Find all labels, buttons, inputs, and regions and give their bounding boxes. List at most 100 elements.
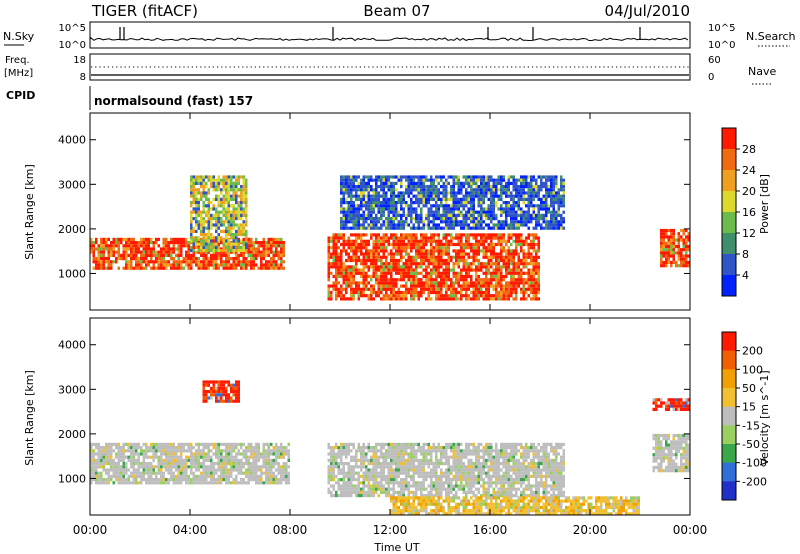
heatmap-cell [477, 217, 480, 221]
y-tick-label: 3000 [58, 178, 86, 191]
heatmap-cell [475, 188, 478, 192]
heatmap-cell [457, 239, 460, 243]
heatmap-cell [522, 278, 525, 282]
heatmap-cell [375, 233, 378, 237]
heatmap-cell [340, 249, 343, 253]
heatmap-cell [402, 191, 405, 195]
heatmap-cell [400, 246, 403, 250]
heatmap-cell [342, 271, 345, 275]
heatmap-cell [362, 220, 365, 224]
heatmap-cell [410, 207, 413, 211]
heatmap-cell [237, 399, 240, 403]
heatmap-cell [487, 178, 490, 182]
heatmap-cell [197, 197, 200, 201]
heatmap-cell [185, 263, 188, 267]
heatmap-cell [200, 217, 203, 221]
heatmap-cell [337, 290, 340, 295]
heatmap-cell [380, 239, 383, 243]
heatmap-cell [387, 281, 390, 285]
heatmap-cell [327, 474, 330, 478]
heatmap-cell [360, 294, 363, 298]
heatmap-cell [485, 178, 488, 182]
heatmap-cell [512, 175, 515, 179]
heatmap-cell [437, 297, 440, 301]
heatmap-cell [442, 294, 445, 298]
heatmap-cell [467, 207, 470, 211]
heatmap-cell [335, 455, 338, 459]
heatmap-cell [100, 263, 103, 267]
heatmap-cell [127, 241, 130, 245]
heatmap-cell [437, 210, 440, 214]
heatmap-cell [132, 250, 135, 254]
heatmap-cell [192, 253, 195, 257]
heatmap-cell [487, 255, 490, 259]
heatmap-cell [215, 236, 218, 240]
heatmap-cell [105, 260, 108, 264]
heatmap-cell [197, 249, 200, 253]
heatmap-cell [237, 249, 240, 253]
heatmap-cell [512, 297, 515, 301]
heatmap-cell [332, 446, 335, 450]
heatmap-cell [427, 207, 430, 211]
heatmap-cell [222, 468, 225, 472]
heatmap-cell [500, 233, 503, 237]
heatmap-cell [412, 290, 415, 295]
heatmap-cell [397, 262, 400, 266]
heatmap-cell [505, 213, 508, 217]
heatmap-cell [490, 204, 493, 208]
heatmap-cell [407, 246, 410, 250]
heatmap-cell [190, 260, 193, 264]
heatmap-cell [395, 175, 398, 179]
heatmap-cell [417, 226, 420, 230]
heatmap-cell [427, 278, 430, 282]
heatmap-cell [235, 201, 238, 205]
heatmap-cell [462, 226, 465, 230]
heatmap-cell [452, 297, 455, 301]
heatmap-cell [457, 265, 460, 269]
heatmap-cell [527, 204, 530, 208]
heatmap-cell [227, 175, 230, 179]
heatmap-cell [460, 290, 463, 295]
heatmap-cell [405, 220, 408, 224]
heatmap-cell [517, 213, 520, 217]
heatmap-cell [327, 490, 330, 494]
heatmap-cell [355, 233, 358, 237]
heatmap-cell [537, 223, 540, 227]
heatmap-cell [210, 236, 213, 240]
heatmap-cell [390, 207, 393, 211]
heatmap-cell [185, 241, 188, 245]
heatmap-cell [417, 220, 420, 224]
heatmap-cell [512, 239, 515, 243]
heatmap-cell [505, 297, 508, 301]
heatmap-cell [205, 242, 208, 246]
heatmap-cell [212, 185, 215, 189]
heatmap-cell [215, 188, 218, 192]
heatmap-cell [252, 250, 255, 254]
heatmap-cell [415, 181, 418, 185]
heatmap-cell [192, 188, 195, 192]
heatmap-cell [532, 233, 535, 237]
heatmap-cell [502, 278, 505, 282]
heatmap-cell [192, 236, 195, 240]
heatmap-cell [225, 396, 228, 400]
heatmap-cell [232, 191, 235, 195]
heatmap-cell [210, 462, 213, 466]
heatmap-cell [217, 465, 220, 469]
heatmap-cell [267, 266, 270, 270]
heatmap-cell [500, 274, 503, 279]
heatmap-cell [202, 474, 205, 478]
heatmap-cell [427, 252, 430, 256]
heatmap-cell [527, 281, 530, 285]
heatmap-cell [562, 178, 565, 182]
heatmap-cell [342, 220, 345, 224]
heatmap-cell [117, 237, 120, 241]
heatmap-cell [417, 213, 420, 217]
heatmap-cell [265, 263, 268, 267]
heatmap-cell [422, 290, 425, 295]
heatmap-cell [360, 181, 363, 185]
heatmap-cell [127, 266, 130, 270]
heatmap-cell [510, 191, 513, 195]
heatmap-cell [552, 197, 555, 201]
heatmap-cell [257, 474, 260, 478]
heatmap-cell [165, 455, 168, 459]
